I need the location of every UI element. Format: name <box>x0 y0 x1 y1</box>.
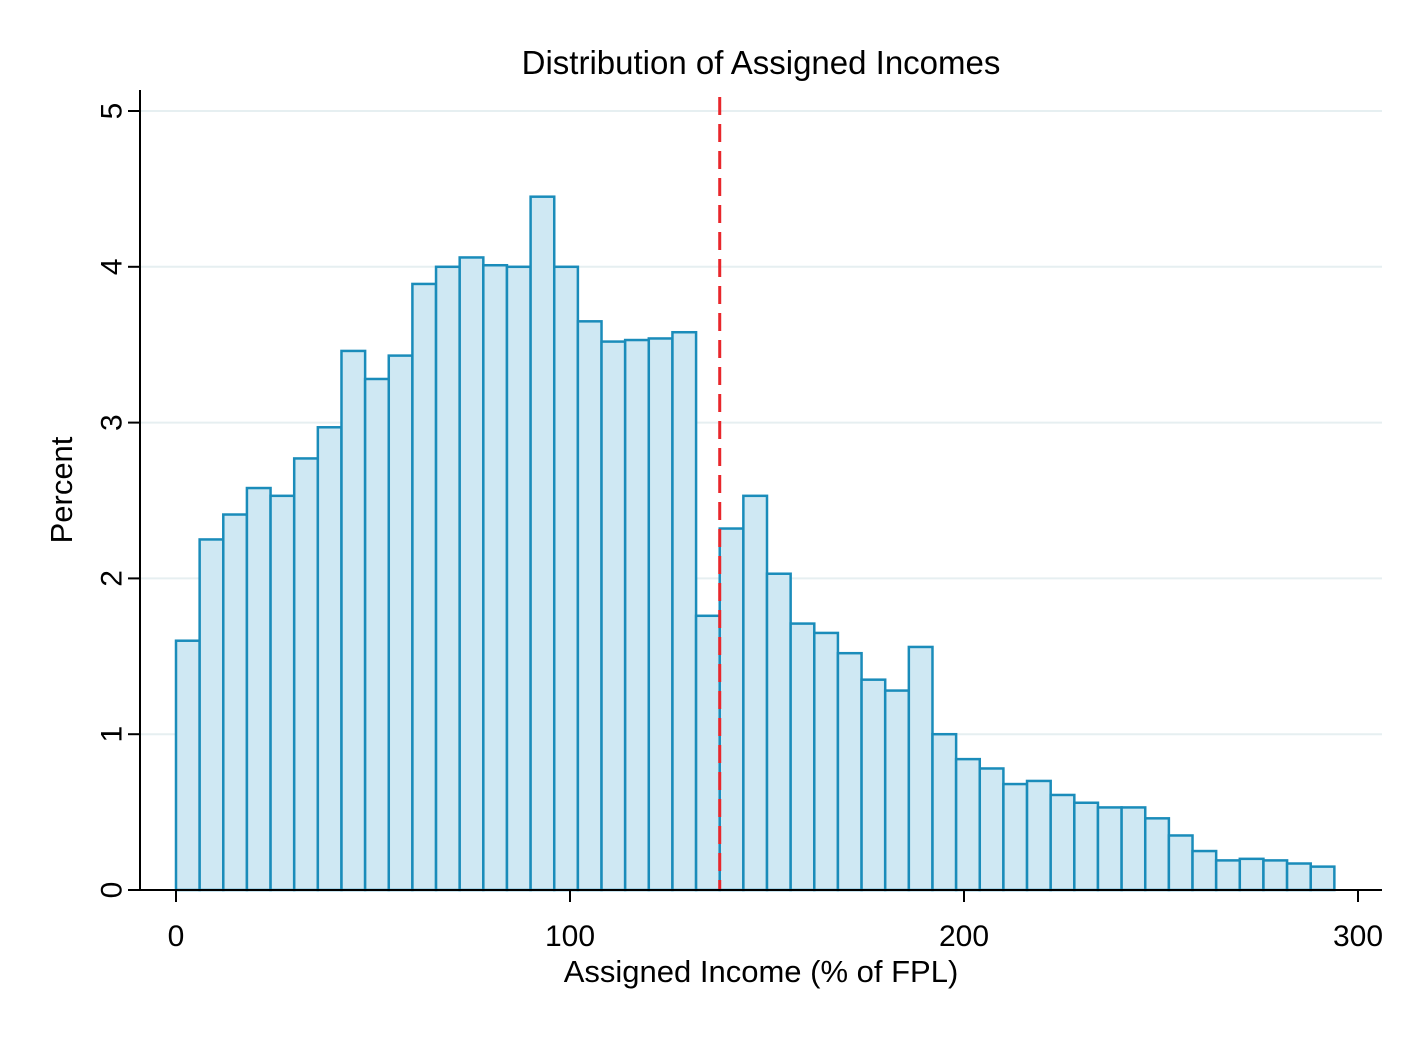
histogram-bar <box>907 645 934 892</box>
histogram-bar <box>1309 865 1336 892</box>
x-tick-label: 100 <box>545 920 595 953</box>
histogram-bar <box>954 757 982 892</box>
histogram-bar <box>718 527 745 892</box>
histogram-bar <box>1285 862 1312 892</box>
histogram-bar <box>387 354 414 892</box>
histogram-bar <box>269 494 296 892</box>
histogram-bar <box>1262 859 1289 892</box>
histogram-bar <box>860 678 887 892</box>
x-axis-title: Assigned Income (% of FPL) <box>564 954 959 989</box>
x-tick-label: 200 <box>939 920 989 953</box>
histogram-bar <box>340 349 367 892</box>
histogram-bar <box>600 340 627 892</box>
histogram-bar <box>458 256 485 892</box>
histogram-bar <box>482 263 509 892</box>
histogram-bar <box>174 639 201 892</box>
histogram-bar <box>623 338 651 892</box>
histogram-bar <box>671 330 698 892</box>
histogram-bar <box>1025 779 1052 892</box>
histogram-bar <box>529 195 556 892</box>
histogram-bar <box>576 320 603 892</box>
histogram-bar <box>765 572 792 892</box>
histogram-bar <box>1214 859 1242 892</box>
chart-title: Distribution of Assigned Incomes <box>522 44 1001 81</box>
histogram-bar <box>1073 801 1100 892</box>
histogram-bar <box>1143 817 1171 892</box>
y-tick-label: 5 <box>96 103 129 120</box>
histogram-bar <box>694 614 721 892</box>
histogram-bar <box>411 282 438 892</box>
histogram-bar <box>222 513 249 892</box>
y-tick-label: 0 <box>96 882 129 899</box>
histogram-bar <box>434 265 461 892</box>
histogram-bar <box>198 538 225 892</box>
histogram-bar <box>789 622 816 892</box>
histogram-bar <box>647 337 674 892</box>
x-tick-label: 300 <box>1333 920 1383 953</box>
histogram-bar <box>245 486 272 892</box>
y-tick-label: 4 <box>96 258 129 275</box>
histogram-bar <box>1167 834 1194 892</box>
histogram-bar <box>1238 857 1265 892</box>
axes: 0 1 2 3 4 5 0 100 200 300 <box>96 90 1383 953</box>
histogram-bar <box>742 494 769 892</box>
histogram-bar <box>836 651 863 892</box>
histogram-bar <box>1120 806 1147 892</box>
histogram-bar <box>1096 806 1123 892</box>
histogram-bar <box>316 426 343 892</box>
y-tick-label: 1 <box>96 726 129 743</box>
histogram-bar <box>363 377 391 892</box>
histogram-bar <box>883 689 911 892</box>
histogram-bar <box>931 732 958 892</box>
histogram-bar <box>1049 793 1076 892</box>
histogram-bar <box>292 457 320 892</box>
histogram-bar <box>1191 849 1218 892</box>
x-tick-label: 0 <box>168 920 185 953</box>
histogram-bar <box>505 265 532 892</box>
histogram-bar <box>1002 782 1029 892</box>
histogram-bar <box>978 767 1005 892</box>
y-tick-label: 2 <box>96 570 129 587</box>
y-axis-title: Percent <box>44 436 79 543</box>
y-tick-label: 3 <box>96 414 129 431</box>
histogram-bar <box>552 265 580 892</box>
histogram-bar <box>813 631 840 892</box>
